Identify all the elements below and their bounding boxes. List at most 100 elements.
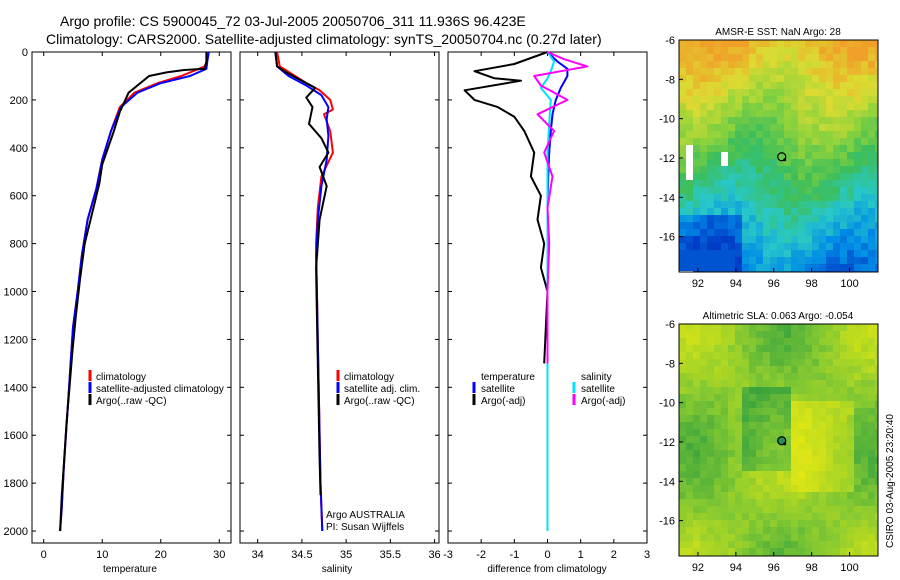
map-cell [805,359,813,367]
map-cell [840,243,848,251]
map-cell [784,366,792,374]
map-cell [735,345,743,353]
map-cell [798,387,806,395]
map-cell [861,492,869,500]
map-cell [693,408,701,416]
map-cell [819,124,827,132]
map-y-tick-label: -10 [659,398,675,410]
map-cell [798,68,806,76]
map-cell [826,40,834,48]
map-cell [735,520,743,528]
map-cell [868,173,876,181]
map-cell [735,527,743,535]
map-cell [819,541,827,549]
map-cell [868,68,876,76]
map-cell [826,373,834,381]
map-cell [735,359,743,367]
map-cell [770,222,778,230]
map-cell [728,338,736,346]
map-cell [791,464,799,472]
map-cell [791,499,799,507]
map-cell [875,464,878,472]
map-cell [728,415,736,423]
map-cell [819,478,827,486]
map-cell [756,61,764,69]
map-cell [763,457,771,465]
map-cell [707,54,715,62]
map-cell [868,394,876,402]
map-cell [805,401,813,409]
map-cell [756,257,764,265]
map-cell [686,236,694,244]
map-cell [826,208,834,216]
map-cell [700,61,708,69]
map-cell [819,422,827,430]
map-cell [791,187,799,195]
map-cell [707,331,715,339]
map-cell [735,208,743,216]
map-cell [742,394,750,402]
map-cell [805,187,813,195]
map-cell [868,159,876,167]
map-cell [840,513,848,521]
map-cell [805,338,813,346]
map-cell [833,243,841,251]
map-cell [707,485,715,493]
map-cell [819,54,827,62]
map-cell [763,359,771,367]
y-tick-label: 400 [10,143,28,155]
map-cell [875,173,878,181]
map-cell [854,450,862,458]
map-cell [770,145,778,153]
map-cell [721,359,729,367]
map-cell [777,527,785,535]
map-cell [812,187,820,195]
map-cell [875,527,878,535]
map-cell [679,138,687,146]
map-cell [798,103,806,111]
map-cell [728,513,736,521]
map-cell [805,215,813,223]
map-cell [819,229,827,237]
map-cell [819,103,827,111]
map-cell [777,145,785,153]
map-cell [805,345,813,353]
map-cell [798,75,806,83]
map-cell [875,166,878,174]
map-cell [742,96,750,104]
map-cell [728,159,736,167]
map-cell [756,492,764,500]
map-cell [756,68,764,76]
map-cell [735,236,743,244]
map-cell [840,485,848,493]
map-cell [854,236,862,244]
map-cell [707,201,715,209]
map-cell [812,387,820,395]
map-cell [819,194,827,202]
map-cell [714,236,722,244]
map-cell [826,229,834,237]
map-cell [791,250,799,258]
map-cell [763,492,771,500]
map-cell [840,534,848,542]
map-cell [714,124,722,132]
map-cell [770,47,778,55]
map-cell [714,499,722,507]
map-cell [679,124,687,132]
map-cell [714,359,722,367]
map-cell [700,345,708,353]
map-cell [777,250,785,258]
map-cell [735,387,743,395]
map-cell [770,96,778,104]
map-cell [756,166,764,174]
map-cell [819,68,827,76]
map-cell [854,89,862,97]
map-cell [700,222,708,230]
map-cell [735,457,743,465]
map-cell [798,208,806,216]
map-cell [819,345,827,353]
map-cell [840,152,848,160]
map-cell [749,166,757,174]
map-cell [798,117,806,125]
map-cell [805,436,813,444]
